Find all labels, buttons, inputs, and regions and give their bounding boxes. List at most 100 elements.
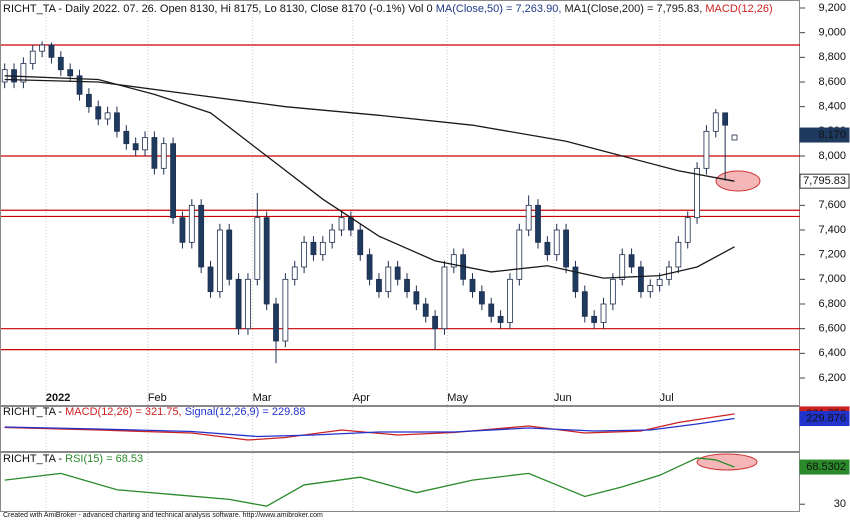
- candle-body: [57, 56, 64, 71]
- rsi-line: [4, 457, 735, 507]
- value-box: [799, 127, 850, 143]
- header-part: RSI(15) = 68.53: [65, 453, 143, 465]
- header-part: MA(Close,50) = 7,263.90,: [436, 3, 562, 15]
- candle-body: [516, 229, 523, 280]
- chart-layer: 2022 Feb Mar Apr May Jun Jul 6,200 6,400 6,600 6,8…: [1, 2, 850, 511]
- candle-body: [282, 278, 289, 342]
- candle-body: [413, 291, 420, 305]
- y-tick-label: 8,400: [818, 101, 846, 113]
- candle-body: [76, 75, 83, 95]
- candle-body: [245, 278, 251, 330]
- rsi-panel: [0, 452, 800, 512]
- y-tick-label: 8,600: [818, 76, 846, 88]
- y-tick-label: 7,600: [818, 199, 846, 211]
- value-box: [799, 173, 850, 189]
- candle-body: [226, 229, 233, 280]
- x-tick-label: Mar: [253, 392, 272, 404]
- macd-header: RICHT_TA - MACD(12,26) = 321.75, Signal(…: [3, 406, 305, 418]
- candle-body: [291, 266, 298, 280]
- y-tick-label: 30: [834, 498, 846, 510]
- candle-body: [207, 266, 214, 293]
- candle-body: [142, 137, 148, 151]
- macd-line: [4, 417, 735, 438]
- x-tick-label: Jul: [660, 392, 674, 404]
- value-label: 229.876: [806, 412, 846, 424]
- candle-body: [48, 44, 55, 58]
- y-tick-label: 6,800: [818, 298, 846, 310]
- y-tick-label: 8,800: [818, 51, 846, 63]
- value-label: 7,795.83: [803, 175, 846, 187]
- candle-body: [394, 266, 401, 280]
- x-tick-label: Apr: [353, 392, 370, 404]
- x-tick-label: May: [447, 392, 468, 404]
- header-part: RICHT_TA -: [3, 453, 62, 465]
- candle-body: [694, 167, 700, 219]
- candle-body: [647, 285, 654, 293]
- candle-body: [216, 229, 223, 293]
- candle-body: [525, 204, 532, 231]
- candle-body: [357, 229, 364, 256]
- candle-body: [263, 217, 270, 305]
- x-tick-label: Jun: [554, 392, 572, 404]
- y-tick-label: 7,200: [818, 249, 846, 261]
- candle-body: [450, 254, 457, 268]
- candle-body: [123, 130, 130, 145]
- candle-body: [422, 303, 429, 317]
- macd-panel: [0, 406, 800, 452]
- candle-body: [85, 93, 92, 108]
- candle-body: [151, 137, 158, 169]
- candle-body: [235, 278, 242, 330]
- candle-body: [572, 266, 579, 293]
- y-tick-label: 6,400: [818, 347, 846, 359]
- candle-body: [591, 315, 598, 323]
- y-tick-label: 6,600: [818, 323, 846, 335]
- x-tick-label: 2022: [46, 392, 70, 404]
- candle-body: [497, 315, 504, 323]
- candle-body: [385, 266, 392, 293]
- y-tick-label: 7,400: [818, 224, 846, 236]
- candle-body: [469, 278, 476, 293]
- y-tick-label: 8,000: [818, 150, 846, 162]
- candle-body: [638, 266, 644, 293]
- candle-body: [366, 254, 373, 280]
- x-tick-label: Feb: [148, 392, 167, 404]
- candle-body: [29, 50, 36, 64]
- candle-body: [198, 204, 205, 268]
- candle-body: [114, 112, 120, 132]
- candle-body: [338, 217, 345, 231]
- candle-body: [188, 204, 195, 243]
- candle-body: [488, 303, 495, 317]
- candle-body: [432, 315, 438, 330]
- y-tick-label: 6,200: [818, 372, 846, 384]
- candle-body: [563, 229, 569, 268]
- rsi-header: RICHT_TA - RSI(15) = 68.53: [3, 453, 143, 465]
- y-tick-label: 9,200: [818, 2, 846, 14]
- header: RICHT_TA - Daily 2022. 07. 26. Open 8130…: [3, 3, 773, 15]
- candle-body: [329, 229, 336, 243]
- footer: Created with AmiBroker - advanced charti…: [3, 512, 323, 519]
- candle-body: [656, 278, 663, 286]
- header-part: MACD(12,26) = 321.75,: [65, 406, 181, 418]
- macd-line: [4, 413, 735, 441]
- header-part: Signal(12,26,9) = 229.88: [185, 406, 306, 418]
- candle-body: [703, 130, 710, 169]
- candle-body: [404, 278, 410, 293]
- candle-body: [170, 143, 176, 219]
- y-tick-label: 9,000: [818, 27, 846, 39]
- candle-body: [254, 217, 261, 280]
- candle-body: [609, 278, 616, 305]
- candle-body: [600, 303, 607, 323]
- candle-body: [104, 112, 111, 120]
- candle-body: [376, 278, 382, 293]
- candle-body: [619, 254, 626, 280]
- candle-body: [132, 143, 139, 151]
- candle-body: [581, 291, 588, 317]
- header-part: MA1(Close,200) = 7,795.83,: [564, 3, 702, 15]
- candle-body: [675, 241, 682, 268]
- candle-body: [535, 204, 541, 243]
- candle-body: [684, 217, 691, 243]
- candle-body: [95, 106, 102, 120]
- ma-line: [4, 75, 735, 279]
- value-box: [799, 411, 850, 427]
